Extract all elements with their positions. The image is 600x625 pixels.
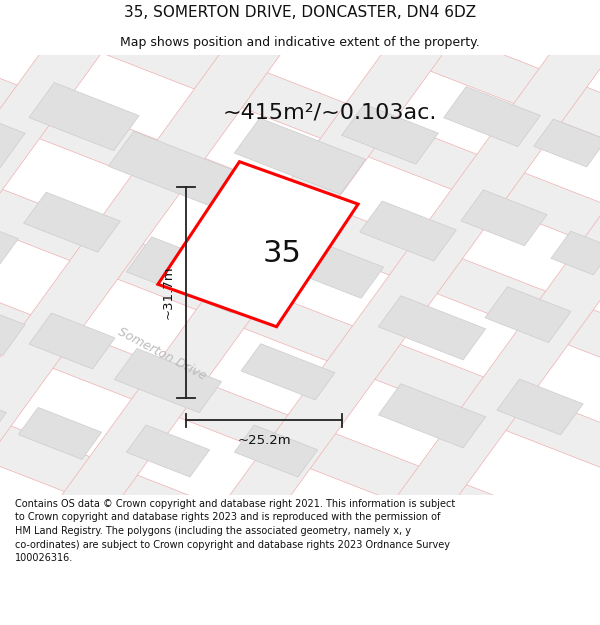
Polygon shape [0,378,600,625]
Text: Contains OS data © Crown copyright and database right 2021. This information is : Contains OS data © Crown copyright and d… [15,499,455,563]
Polygon shape [0,145,600,511]
Polygon shape [359,201,457,261]
Polygon shape [461,190,547,246]
Polygon shape [341,104,439,164]
Polygon shape [379,384,485,448]
Polygon shape [277,234,383,298]
Polygon shape [0,0,600,181]
Polygon shape [29,313,115,369]
Polygon shape [19,408,101,459]
Polygon shape [0,392,7,440]
Polygon shape [0,259,600,625]
Polygon shape [241,344,335,400]
Polygon shape [171,0,600,595]
Text: ~415m²/~0.103ac.: ~415m²/~0.103ac. [223,102,437,122]
Polygon shape [0,0,159,595]
Polygon shape [235,425,317,477]
Polygon shape [23,192,121,253]
Polygon shape [497,379,583,435]
Polygon shape [533,119,600,167]
Polygon shape [235,118,365,194]
Polygon shape [127,237,257,313]
Polygon shape [443,87,541,147]
Polygon shape [339,0,600,595]
Polygon shape [29,82,139,151]
Polygon shape [0,0,600,291]
Polygon shape [127,425,209,477]
Polygon shape [551,231,600,275]
Polygon shape [0,100,25,168]
Polygon shape [379,296,485,360]
Polygon shape [0,0,339,595]
Polygon shape [115,349,221,413]
Polygon shape [485,287,571,342]
Polygon shape [0,300,25,356]
Text: ~31.7m: ~31.7m [161,266,175,319]
Text: ~25.2m: ~25.2m [237,434,291,446]
Polygon shape [0,210,19,270]
Polygon shape [3,0,501,595]
Text: 35: 35 [263,239,301,268]
Text: Map shows position and indicative extent of the property.: Map shows position and indicative extent… [120,36,480,49]
Text: 35, SOMERTON DRIVE, DONCASTER, DN4 6DZ: 35, SOMERTON DRIVE, DONCASTER, DN4 6DZ [124,4,476,19]
Polygon shape [0,35,600,401]
Polygon shape [109,131,239,208]
Text: Somerton Drive: Somerton Drive [116,326,208,383]
Polygon shape [158,162,358,327]
